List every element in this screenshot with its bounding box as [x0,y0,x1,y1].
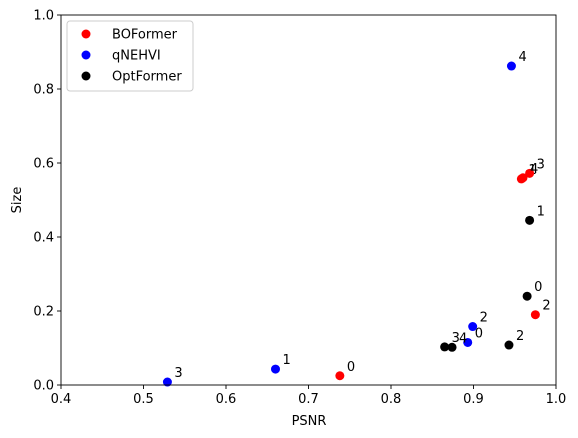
point-qnehvi-0 [463,337,473,347]
point-label-qnehvi-2: 2 [480,311,488,326]
x-tick-label-6: 1.0 [546,392,567,407]
point-boformer-0 [335,371,345,381]
legend-box [66,20,194,92]
legend: BOFormer qNEHVI OptFormer [66,20,194,92]
x-axis-title: PSNR [292,414,327,429]
point-label-optformer-3: 3 [452,331,460,346]
point-label-qnehvi-0: 0 [475,326,483,341]
legend-label-boformer: BOFormer [112,28,178,43]
point-label-qnehvi-4: 4 [518,50,526,65]
point-optformer-3 [440,342,450,352]
point-label-qnehvi-1: 1 [283,353,291,368]
x-tick-label-2: 0.6 [216,392,237,407]
point-label-optformer-0: 0 [534,280,542,295]
point-boformer-4 [518,173,528,183]
point-qnehvi-1 [271,364,280,374]
legend-label-optformer: OptFormer [112,70,182,85]
point-optformer-0 [522,291,532,301]
point-qnehvi-2 [468,322,478,332]
legend-marker-boformer [81,29,91,39]
point-label-boformer-2: 2 [542,299,550,314]
x-tick-label-3: 0.7 [298,392,319,407]
x-tick-label-1: 0.5 [133,392,154,407]
legend-marker-qnehvi [81,50,91,60]
point-label-optformer-4: 4 [459,331,467,346]
point-label-qnehvi-3: 3 [174,366,182,381]
point-label-optformer-1: 1 [537,204,545,219]
y-axis-title: Size [10,187,25,214]
legend-label-qnehvi: qNEHVI [112,49,161,64]
point-qnehvi-3 [162,377,172,387]
point-optformer-1 [525,215,535,225]
axes-frame [60,14,557,386]
y-tick-label-1: 0.2 [33,305,54,320]
plot-area: 0.4 0.5 0.6 0.7 0.8 0.9 1.0 0.0 0.2 0.4 0.6 0.8 1.0 0… [33,9,566,408]
legend-marker-optformer [81,71,91,81]
x-tick-label-4: 0.8 [381,392,402,407]
point-boformer-3 [525,168,535,178]
point-optformer-2 [504,340,514,350]
y-tick-label-3: 0.6 [33,157,54,172]
point-label-boformer-3: 3 [537,157,545,172]
point-qnehvi-4 [506,61,516,71]
x-tick-label-5: 0.9 [463,392,484,407]
point-boformer-2 [530,310,540,320]
point-label-boformer-0: 0 [347,360,355,375]
y-tick-label-4: 0.8 [33,83,54,98]
x-tick-label-0: 0.4 [51,392,72,407]
point-label-optformer-2: 2 [516,329,524,344]
point-optformer-4 [447,342,457,352]
y-tick-label-0: 0.0 [33,379,54,394]
y-tick-label-5: 1.0 [33,9,54,24]
y-tick-label-2: 0.4 [33,231,54,246]
point-label-boformer-4: 4 [530,162,538,177]
